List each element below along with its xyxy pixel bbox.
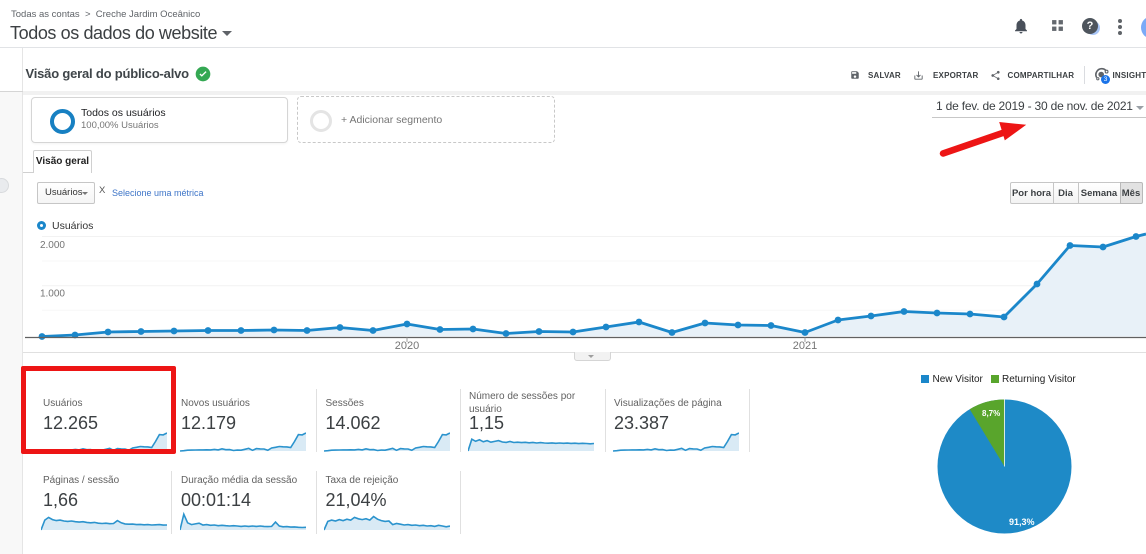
svg-text:1.000: 1.000 bbox=[40, 289, 65, 300]
svg-text:2020: 2020 bbox=[395, 340, 419, 352]
svg-text:2021: 2021 bbox=[793, 340, 817, 352]
svg-text:2.000: 2.000 bbox=[40, 240, 65, 251]
